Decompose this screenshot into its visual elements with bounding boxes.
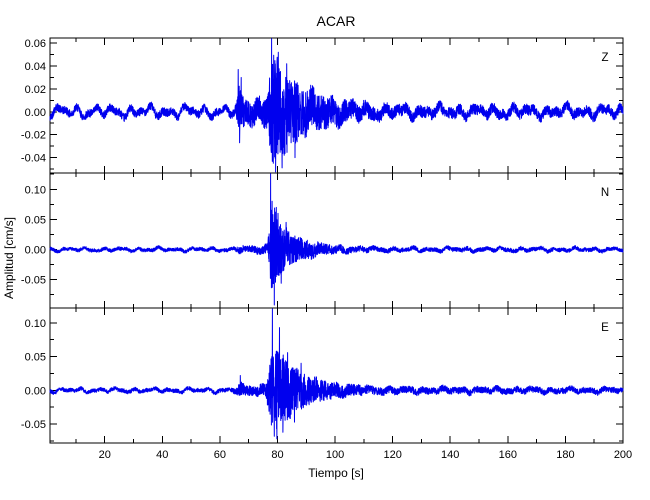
y-tick-label: 0.05 [25,214,46,226]
y-axis-label: Amplitud [cm/s] [2,217,16,299]
y-tick-label: 0.10 [25,184,46,196]
y-tick-label: 0.00 [25,107,46,119]
trace-e [49,308,624,440]
y-tick-label: -0.05 [21,419,46,431]
x-tick-label: 20 [99,449,111,461]
x-tick-label: 180 [556,449,574,461]
x-tick-label: 40 [156,449,168,461]
x-tick-label: 100 [326,449,344,461]
x-tick-label: 200 [614,449,632,461]
panel-label-e: E [601,322,609,334]
y-tick-label: 0.00 [25,245,46,257]
x-tick-label: 120 [383,449,401,461]
x-tick-label: 140 [441,449,459,461]
x-tick-label: 160 [499,449,517,461]
y-tick-label: 0.00 [25,385,46,397]
panel-frame [49,307,624,444]
panel-z: 0.06 0.04 0.02 0.00 -0.02 -0.04 Z [21,37,624,174]
y-tick-label: 0.10 [25,318,46,330]
y-tick-label: 0.06 [25,38,46,50]
panel-n: 0.10 0.05 0.00 -0.05 N [21,172,624,309]
figure-title: ACAR [317,13,356,29]
y-tick-label: 0.02 [25,84,46,96]
y-tick-label: -0.02 [21,130,46,142]
trace-z [49,38,624,173]
x-tick-label: 60 [214,449,226,461]
panels-group: 0.06 0.04 0.02 0.00 -0.02 -0.04 Z 0.10 0.05 0.00 -… [21,37,632,461]
panel-frame [49,172,624,309]
y-tick-label: 0.05 [25,352,46,364]
panel-e: 20 40 60 80 100 120 140 160 180 200 0.10 0.05 0.00 -0… [21,307,632,461]
x-axis-label: Tiempo [s] [308,466,364,480]
y-tick-label: -0.04 [21,153,46,165]
trace-n [49,173,624,306]
y-tick-label: 0.04 [25,61,46,73]
panel-label-n: N [601,187,609,199]
panel-label-z: Z [601,52,608,64]
x-tick-label: 80 [271,449,283,461]
y-tick-label: -0.05 [21,275,46,287]
